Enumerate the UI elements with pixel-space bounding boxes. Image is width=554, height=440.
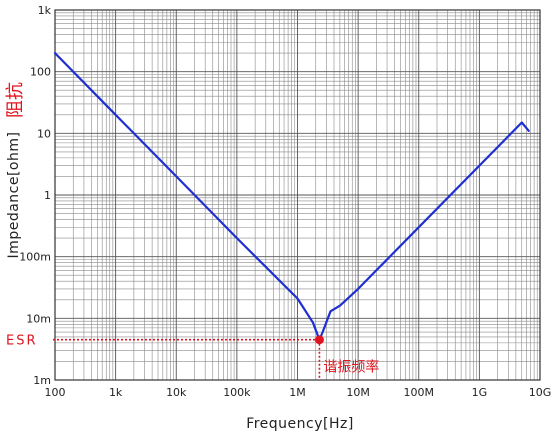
y-tick-label: 10 — [37, 127, 51, 140]
x-tick-label: 10M — [346, 386, 370, 399]
y-tick-label: 1m — [33, 374, 51, 387]
series-layer — [53, 51, 530, 341]
x-tick-label: 10k — [166, 386, 187, 399]
y-tick-labels: 1k 100 10 1 100m 10m 1m — [19, 4, 51, 387]
x-tick-label: 100 — [45, 386, 66, 399]
y-tick-label: 1 — [44, 189, 51, 202]
x-axis-title: Frequency[Hz] — [246, 416, 354, 432]
x-tick-label: 1k — [109, 386, 123, 399]
y-tick-label: 1k — [38, 4, 52, 17]
x-tick-label: 1G — [472, 386, 488, 399]
y-tick-label: 100 — [30, 66, 51, 79]
resonance-label: 谐振频率 — [323, 359, 379, 376]
x-tick-label: 1M — [289, 386, 306, 399]
plot-frame — [54, 9, 541, 381]
impedance-curve — [53, 51, 530, 341]
x-tick-label: 100k — [223, 386, 251, 399]
esr-label: ESR — [6, 334, 38, 349]
x-tick-labels: 100 1k 10k 100k 1M 10M 100M 1G 10G — [45, 386, 552, 399]
x-tick-label: 10G — [529, 386, 552, 399]
x-tick-label: 100M — [404, 386, 435, 399]
annotation-layer: ESR 谐振频率 — [6, 334, 379, 380]
resonance-marker — [314, 335, 324, 345]
y-axis-title-cn: 阻抗 — [5, 82, 26, 118]
y-axis-title: Impedance[ohm] — [6, 132, 22, 259]
y-tick-label: 10m — [26, 312, 51, 325]
y-tick-label: 100m — [19, 251, 51, 264]
